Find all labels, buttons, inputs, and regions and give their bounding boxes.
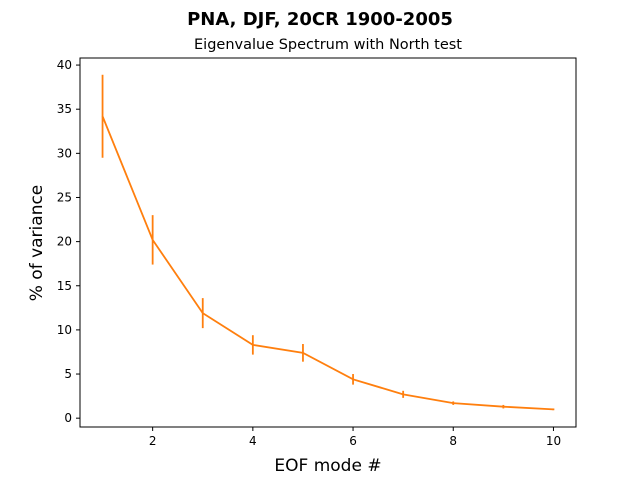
y-tick-label: 25 [57,190,72,204]
y-tick-label: 40 [57,58,72,72]
plot-frame [79,57,577,428]
chart-suptitle: PNA, DJF, 20CR 1900-2005 [187,9,453,30]
y-tick-label: 5 [64,367,72,381]
y-tick-label: 30 [57,146,72,160]
y-tick-label: 0 [64,411,72,425]
x-axis-label: EOF mode # [274,456,381,476]
y-tick-label: 20 [57,235,72,249]
x-axis: 2 4 6 8 10 [149,427,561,448]
y-axis: 0 5 10 15 20 25 30 35 40 [57,58,80,425]
plot-area: 2 4 6 8 10 0 5 10 15 20 25 30 35 40 [57,57,577,448]
x-tick-label: 10 [546,434,561,448]
y-axis-label: % of variance [27,185,47,302]
x-tick-label: 8 [449,434,457,448]
x-tick-label: 4 [249,434,257,448]
series-layer [101,74,555,411]
y-tick-label: 35 [57,102,72,116]
chart-title: Eigenvalue Spectrum with North test [194,37,462,53]
y-tick-label: 10 [57,323,72,337]
x-tick-label: 6 [349,434,357,448]
y-tick-label: 15 [57,279,72,293]
x-tick-label: 2 [149,434,157,448]
series-line [101,115,554,411]
